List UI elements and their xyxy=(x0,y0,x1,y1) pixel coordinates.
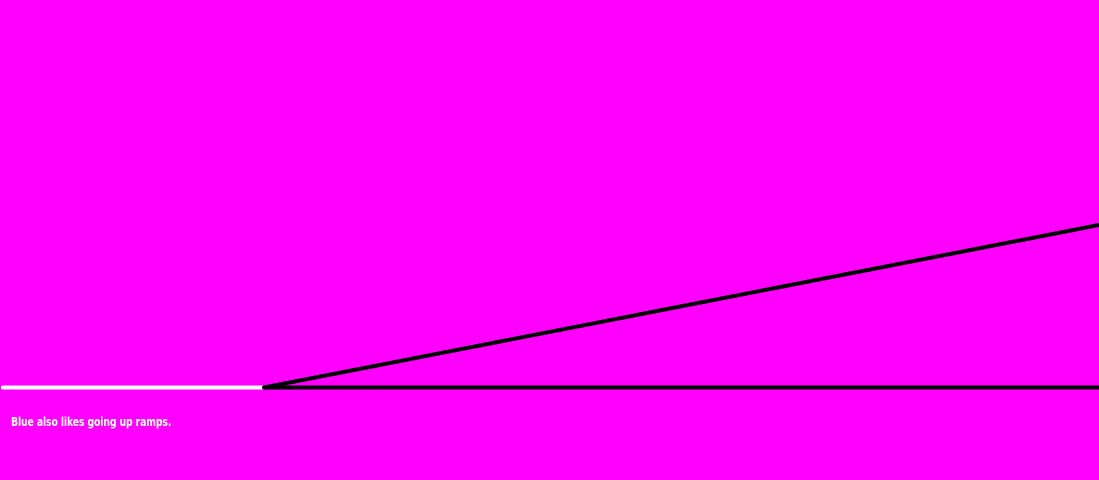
caption-text: Blue also likes going up ramps. xyxy=(11,415,172,429)
ramp-line xyxy=(262,223,1099,390)
